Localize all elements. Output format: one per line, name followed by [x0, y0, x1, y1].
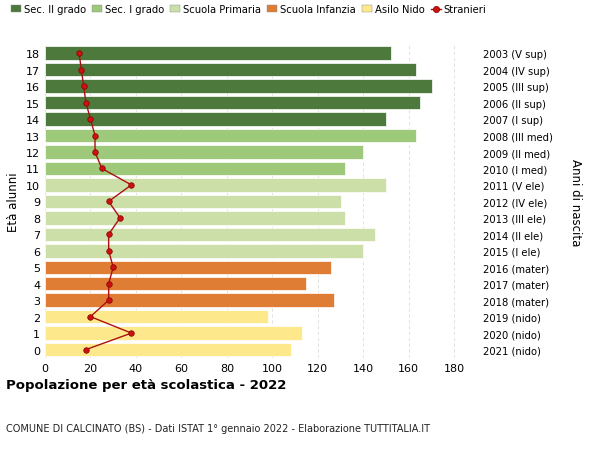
Bar	[45, 195, 341, 209]
Y-axis label: Anni di nascita: Anni di nascita	[569, 158, 582, 246]
Bar	[45, 228, 374, 241]
Bar	[45, 97, 420, 110]
Bar	[45, 64, 416, 77]
Bar	[45, 343, 290, 357]
Bar	[45, 80, 431, 94]
Bar	[45, 310, 268, 324]
Bar	[45, 113, 386, 127]
Bar	[45, 146, 364, 159]
Text: COMUNE DI CALCINATO (BS) - Dati ISTAT 1° gennaio 2022 - Elaborazione TUTTITALIA.: COMUNE DI CALCINATO (BS) - Dati ISTAT 1°…	[6, 424, 430, 433]
Bar	[45, 212, 345, 225]
Bar	[45, 179, 386, 192]
Legend: Sec. II grado, Sec. I grado, Scuola Primaria, Scuola Infanzia, Asilo Nido, Stran: Sec. II grado, Sec. I grado, Scuola Prim…	[11, 5, 487, 15]
Bar	[45, 294, 334, 307]
Bar	[45, 47, 391, 61]
Bar	[45, 261, 331, 274]
Text: Popolazione per età scolastica - 2022: Popolazione per età scolastica - 2022	[6, 378, 286, 391]
Y-axis label: Età alunni: Età alunni	[7, 172, 20, 232]
Bar	[45, 327, 302, 340]
Bar	[45, 245, 364, 258]
Bar	[45, 277, 307, 291]
Bar	[45, 129, 416, 143]
Bar	[45, 162, 345, 176]
